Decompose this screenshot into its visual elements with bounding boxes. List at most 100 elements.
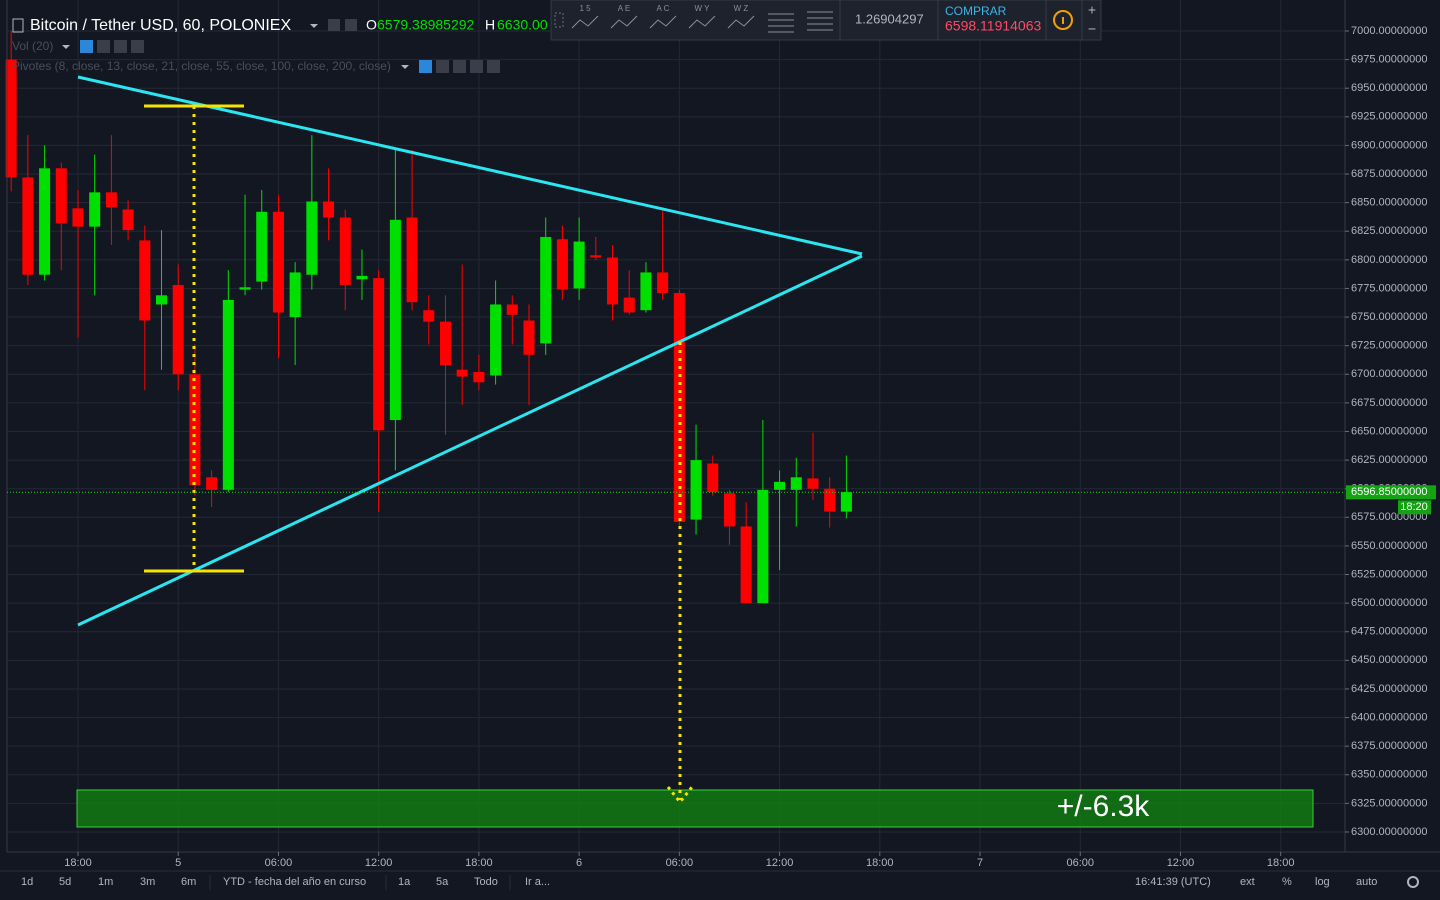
- range-button[interactable]: 1d: [21, 876, 33, 888]
- option-button[interactable]: ext: [1240, 876, 1255, 888]
- candle-body: [640, 272, 652, 311]
- y-tick-label: 6925.00000000: [1351, 111, 1427, 123]
- candle-body: [790, 477, 802, 490]
- tool-icon[interactable]: [727, 15, 755, 29]
- y-tick-label: 6750.00000000: [1351, 311, 1427, 323]
- candle-body: [5, 59, 17, 178]
- y-tick-label: 6725.00000000: [1351, 340, 1427, 352]
- toolbar-bg: [550, 0, 1102, 41]
- candle-body: [256, 211, 268, 282]
- option-button[interactable]: log: [1315, 876, 1330, 888]
- x-tick-label: 06:00: [265, 857, 293, 869]
- countdown-box: [1398, 500, 1431, 515]
- y-tick-label: 6375.00000000: [1351, 740, 1427, 752]
- range-button[interactable]: 5d: [59, 876, 71, 888]
- icon: [12, 18, 24, 33]
- x-tick-label: 06:00: [1066, 857, 1094, 869]
- ohlc-value: 6579.38985292: [377, 17, 475, 33]
- icon: [62, 45, 70, 49]
- candle-body: [289, 272, 301, 318]
- ohlc-value: 6630.00: [497, 17, 548, 33]
- tool-label: A C: [657, 4, 670, 13]
- y-tick-label: 6825.00000000: [1351, 225, 1427, 237]
- icon[interactable]: [131, 40, 144, 53]
- candle-body: [523, 320, 535, 355]
- tool-icon[interactable]: [768, 13, 794, 33]
- range-button[interactable]: Ir a...: [525, 876, 550, 888]
- range-button[interactable]: 1m: [98, 876, 113, 888]
- tool-icon[interactable]: [688, 15, 716, 29]
- range-button[interactable]: 5a: [436, 876, 449, 888]
- candle-body: [590, 255, 602, 258]
- candle-body: [222, 299, 234, 490]
- zoom-in[interactable]: +: [1088, 2, 1096, 18]
- y-tick-label: 6550.00000000: [1351, 540, 1427, 552]
- icon[interactable]: [328, 19, 340, 31]
- icon[interactable]: [345, 19, 357, 31]
- icon[interactable]: [419, 60, 432, 73]
- icon[interactable]: [453, 60, 466, 73]
- candle-body: [707, 463, 719, 493]
- axes: 6300.00000000 6325.00000000 6350.00000000 6…: [6, 0, 1440, 869]
- buy-label[interactable]: COMPRAR: [945, 4, 1007, 18]
- x-tick-label: 18:00: [465, 857, 493, 869]
- candle-body: [556, 239, 568, 290]
- option-button[interactable]: %: [1282, 876, 1292, 888]
- ohlc-label: H: [485, 17, 495, 33]
- candle-body: [456, 369, 468, 377]
- candle-body: [189, 374, 201, 486]
- candle-body: [473, 371, 485, 383]
- icon[interactable]: [114, 40, 127, 53]
- candle-body: [172, 285, 184, 375]
- drag-handle[interactable]: [554, 12, 564, 28]
- buy-price[interactable]: 6598.11914063: [945, 18, 1041, 34]
- icon[interactable]: [80, 40, 93, 53]
- tool-label: W Z: [734, 4, 749, 13]
- candle-body: [439, 321, 451, 366]
- candle-body: [272, 211, 284, 313]
- ohlc-label: O: [366, 17, 377, 33]
- symbol-title[interactable]: Bitcoin / Tether USD, 60, POLONIEX: [30, 17, 291, 34]
- y-tick-label: 6425.00000000: [1351, 683, 1427, 695]
- annotation: +/-6.3k: [1057, 790, 1151, 823]
- x-tick-label: 18:00: [866, 857, 894, 869]
- candle-body: [105, 192, 117, 208]
- icon: [310, 24, 318, 28]
- icon[interactable]: [487, 60, 500, 73]
- range-button[interactable]: 3m: [140, 876, 155, 888]
- bottom-toolbar: 1d 5d 1m 3m 6m YTD - fecha del año en curso 1a…: [21, 875, 1419, 890]
- candle-body: [239, 287, 251, 290]
- tool-icon[interactable]: [571, 15, 599, 29]
- y-tick-label: 6850.00000000: [1351, 197, 1427, 209]
- tool-icon[interactable]: [807, 11, 833, 31]
- option-button[interactable]: auto: [1356, 876, 1377, 888]
- info-icon[interactable]: [1053, 10, 1073, 30]
- x-tick-label: 5: [175, 857, 181, 869]
- y-tick-label: 6775.00000000: [1351, 282, 1427, 294]
- candle-body: [723, 493, 735, 527]
- range-button[interactable]: YTD - fecha del año en curso: [223, 876, 366, 888]
- tool-icon[interactable]: [649, 15, 677, 29]
- candle-body: [306, 201, 318, 275]
- range-button[interactable]: 6m: [181, 876, 196, 888]
- candle-body: [506, 304, 518, 315]
- tool-icon[interactable]: [610, 15, 638, 29]
- x-tick-label: 12:00: [1167, 857, 1195, 869]
- y-tick-label: 6950.00000000: [1351, 82, 1427, 94]
- last-price-label: 6596.85000000: [1351, 486, 1427, 498]
- range-button[interactable]: 1a: [398, 876, 411, 888]
- settings-icon[interactable]: [1407, 876, 1419, 888]
- y-tick-label: 6675.00000000: [1351, 397, 1427, 409]
- candle-body: [323, 201, 335, 218]
- icon[interactable]: [470, 60, 483, 73]
- x-tick-label: 7: [977, 857, 983, 869]
- y-tick-label: 6300.00000000: [1351, 826, 1427, 838]
- zoom-out[interactable]: −: [1088, 21, 1096, 37]
- x-tick-label: 18:00: [1267, 857, 1295, 869]
- pivots-label[interactable]: Pivotes (8, close, 13, close, 21, close,…: [12, 59, 391, 73]
- icon[interactable]: [97, 40, 110, 53]
- volume-label[interactable]: Vol (20): [12, 39, 53, 53]
- candle-body: [840, 492, 852, 512]
- icon[interactable]: [436, 60, 449, 73]
- range-button[interactable]: Todo: [474, 876, 498, 888]
